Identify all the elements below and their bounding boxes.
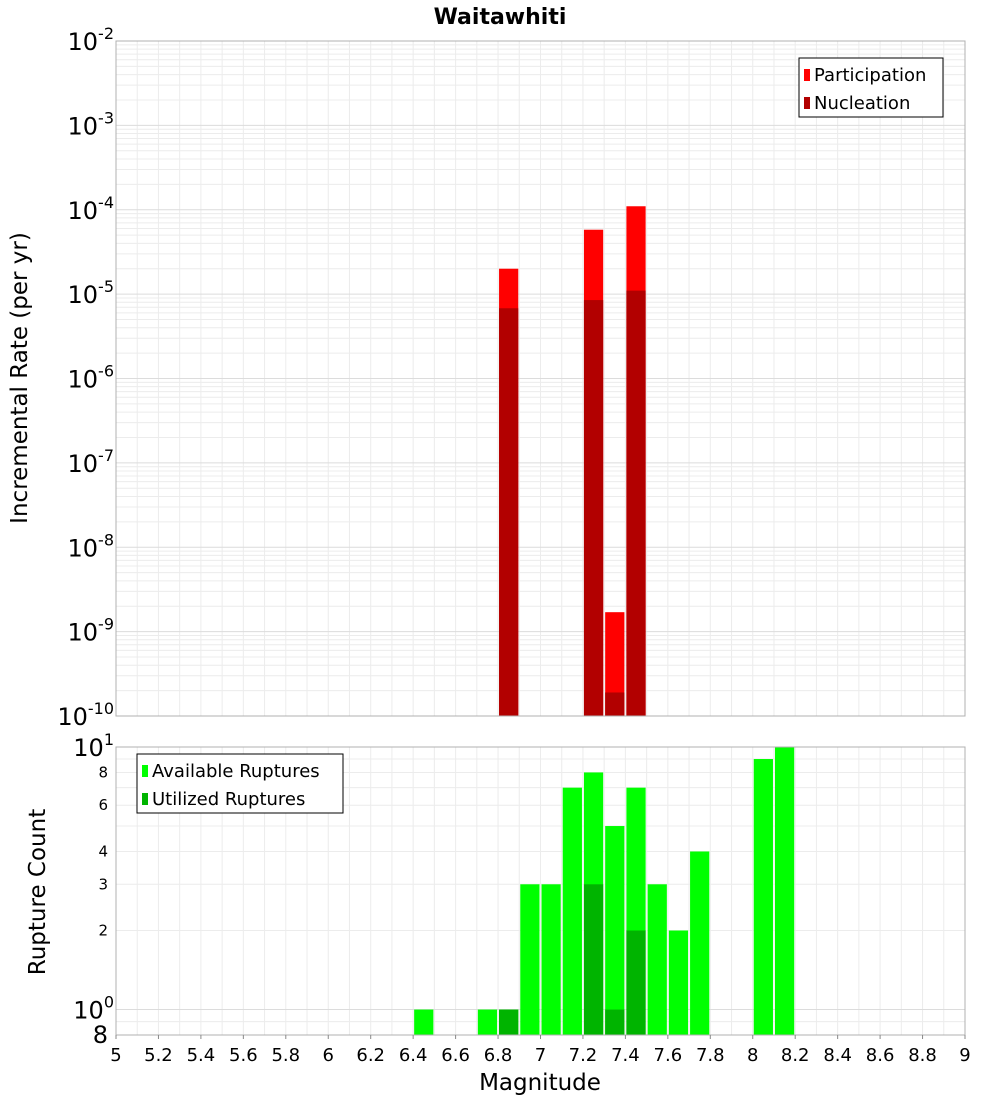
- bar-nucleation-7-25: [583, 300, 604, 716]
- y-tick-label-2: 2: [98, 922, 108, 940]
- rate-panel-legend: Participation Nucleation: [798, 57, 944, 118]
- legend-label-utilized-ruptures: Utilized Ruptures: [152, 789, 305, 810]
- x-tick-label-8-2: 8.2: [781, 1045, 810, 1066]
- legend-swatch-utilized-ruptures: [142, 793, 148, 805]
- y-tick-label-3: 3: [98, 875, 108, 893]
- x-tick-label-5-8: 5.8: [271, 1045, 300, 1066]
- rate-panel-y-ticks: 10-2 10-3 10-4 10-5 10-6 10-7 10-8 10-9 10-10: [57, 24, 114, 731]
- bar-utilized-ruptures-7-45: [626, 930, 646, 1035]
- x-tick-label-6-4: 6.4: [399, 1045, 428, 1066]
- legend-box: [798, 57, 944, 118]
- y-tick-label-1em10: 10-10: [57, 699, 114, 731]
- bar-available-ruptures-8-15: [774, 747, 795, 1035]
- legend-swatch-participation: [804, 69, 810, 81]
- bar-utilized-ruptures-6-85: [499, 1009, 519, 1035]
- y-tick-label-6: 6: [98, 796, 108, 814]
- legend-swatch-available-ruptures: [142, 765, 148, 777]
- bar-participation-7-35: [605, 612, 625, 716]
- bar-available-ruptures-6-45: [414, 1009, 434, 1035]
- x-tick-label-8-4: 8.4: [823, 1045, 852, 1066]
- x-tick-label-5-2: 5.2: [144, 1045, 173, 1066]
- bar-available-ruptures-6-75: [477, 1009, 498, 1035]
- y-tick-label-1e0: 100: [73, 993, 114, 1025]
- rate-panel-grid: [115, 40, 966, 717]
- bar-available-ruptures-7-05: [541, 884, 561, 1035]
- y-tick-label-1em3: 10-3: [68, 108, 115, 140]
- bar-available-ruptures-8-05: [753, 759, 773, 1035]
- legend-swatch-nucleation: [804, 97, 810, 109]
- y-tick-label-8: 8: [98, 763, 108, 781]
- bar-nucleation-7-45: [626, 290, 646, 716]
- y-tick-label-1em6: 10-6: [68, 362, 115, 394]
- bar-available-ruptures-7-75: [690, 851, 710, 1035]
- x-tick-label-8-8: 8.8: [908, 1045, 937, 1066]
- chart-title: Waitawhiti: [434, 5, 567, 30]
- rate-panel-frame: [115, 40, 966, 717]
- rate-panel: 10-2 10-3 10-4 10-5 10-6 10-7 10-8 10-9 10-10 In…: [7, 24, 966, 731]
- y-tick-label-4: 4: [98, 842, 108, 860]
- x-tick-label-6-8: 6.8: [484, 1045, 513, 1066]
- y-tick-label-1em7: 10-7: [68, 446, 115, 478]
- x-tick-label-6-2: 6.2: [356, 1045, 385, 1066]
- bar-utilized-ruptures-7-35: [605, 1009, 625, 1035]
- bar-available-ruptures-7-55: [647, 884, 667, 1035]
- x-tick-label-5: 5: [110, 1045, 121, 1066]
- x-tick-label-5-6: 5.6: [229, 1045, 258, 1066]
- legend-label-available-ruptures: Available Ruptures: [152, 761, 320, 782]
- x-tick-label-7-6: 7.6: [654, 1045, 683, 1066]
- rate-panel-y-axis-label: Incremental Rate (per yr): [7, 232, 33, 524]
- y-tick-label-1em8: 10-8: [68, 530, 115, 562]
- legend-box: [136, 753, 344, 814]
- count-panel-legend: Available Ruptures Utilized Ruptures: [136, 753, 344, 814]
- bar-available-ruptures-7-35: [605, 826, 625, 1035]
- bar-available-ruptures-6-95: [520, 884, 540, 1035]
- x-axis-label: Magnitude: [479, 1070, 601, 1096]
- y-tick-label-1em4: 10-4: [68, 193, 115, 225]
- y-tick-label-1e1: 101: [73, 730, 114, 762]
- x-tick-label-9: 9: [959, 1045, 970, 1066]
- x-tick-label-5-4: 5.4: [187, 1045, 216, 1066]
- bar-available-ruptures-7-15: [562, 787, 582, 1035]
- x-tick-label-6-6: 6.6: [441, 1045, 470, 1066]
- x-tick-label-6: 6: [323, 1045, 334, 1066]
- bar-available-ruptures-7-65: [668, 930, 689, 1035]
- x-tick-label-7-4: 7.4: [611, 1045, 640, 1066]
- rate-panel-bars: [499, 206, 646, 717]
- y-tick-label-1em9: 10-9: [68, 615, 115, 647]
- count-panel-y-axis-label: Rupture Count: [25, 809, 51, 975]
- legend-label-nucleation: Nucleation: [814, 93, 910, 114]
- x-tick-label-8-6: 8.6: [866, 1045, 895, 1066]
- magnitude-x-ticks: 5 5.2 5.4 5.6 5.8 6 6.2 6.4 6.6 6.8 7 7.2 7.4 7.6 7.8 8…: [110, 1035, 971, 1066]
- x-tick-label-8: 8: [747, 1045, 758, 1066]
- x-tick-label-7-2: 7.2: [569, 1045, 598, 1066]
- bar-nucleation-6-85: [499, 308, 519, 716]
- y-tick-label-1em5: 10-5: [68, 277, 115, 309]
- x-tick-label-7: 7: [535, 1045, 546, 1066]
- y-tick-label-bottom: 8: [93, 1021, 108, 1049]
- y-tick-label-1em2: 10-2: [68, 24, 115, 56]
- count-panel-bars: [414, 747, 795, 1035]
- legend-label-participation: Participation: [814, 65, 926, 86]
- bar-nucleation-7-35: [605, 692, 625, 716]
- bar-utilized-ruptures-7-25: [583, 884, 604, 1035]
- x-tick-label-7-8: 7.8: [696, 1045, 725, 1066]
